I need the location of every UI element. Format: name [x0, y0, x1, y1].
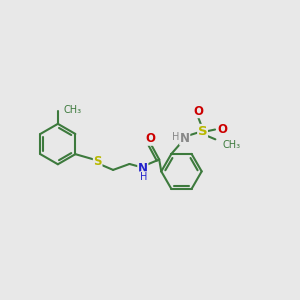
Text: O: O [146, 132, 156, 145]
Text: N: N [180, 132, 190, 145]
Text: N: N [138, 162, 148, 175]
Text: O: O [218, 123, 227, 136]
Text: S: S [198, 124, 207, 137]
Text: H: H [140, 172, 147, 182]
Text: CH₃: CH₃ [222, 140, 240, 150]
Text: CH₃: CH₃ [63, 105, 81, 115]
Text: S: S [93, 155, 102, 168]
Text: H: H [172, 132, 179, 142]
Text: O: O [193, 105, 203, 118]
